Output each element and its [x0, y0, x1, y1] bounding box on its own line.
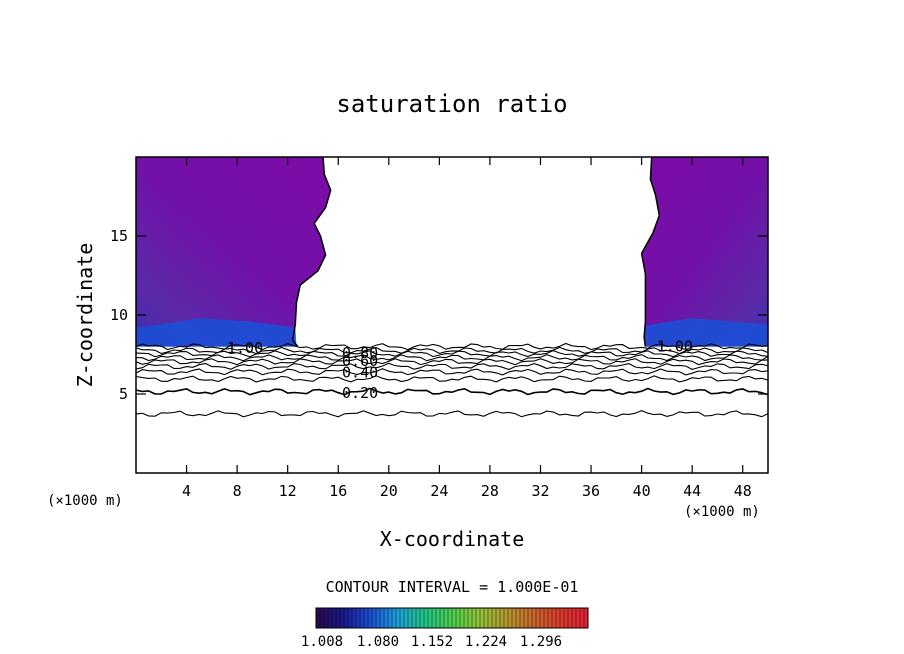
x-tick-label: 12 [279, 482, 297, 500]
right-cloud-base-band [645, 318, 768, 347]
y-tick-label: 15 [110, 227, 128, 245]
contour-line [136, 346, 768, 355]
contour-line [136, 410, 768, 418]
colorbar-tick-label: 1.008 [301, 634, 343, 650]
contour-line [136, 358, 768, 366]
x-unit-right: (×1000 m) [684, 504, 760, 520]
x-tick-label: 40 [633, 482, 651, 500]
x-tick-label: 16 [329, 482, 347, 500]
right-boundary-contour [640, 157, 661, 347]
colorbar-tick-label: 1.296 [520, 634, 562, 650]
contour-line [136, 375, 768, 383]
colorbar-tick-label: 1.152 [411, 634, 453, 650]
contour-line [136, 350, 768, 358]
x-axis-label: X-coordinate [380, 527, 525, 551]
contour-lines [136, 342, 768, 418]
contour-line [136, 354, 768, 362]
contour-label: 0.40 [342, 364, 378, 382]
contour-label: 1.00 [227, 339, 263, 357]
contour-label: 0.60 [342, 352, 378, 370]
contour-line [136, 342, 768, 351]
x-tick-label: 48 [734, 482, 752, 500]
contour-label: 0.20 [342, 384, 378, 402]
contour-label: 1.00 [657, 338, 693, 356]
x-tick-label: 4 [182, 482, 191, 500]
x-tick-label: 44 [683, 482, 701, 500]
right-supersaturated-region [641, 157, 768, 347]
left-cloud-base-band [136, 318, 297, 347]
contour-line [136, 362, 768, 371]
contour-interval-text: CONTOUR INTERVAL = 1.000E-01 [326, 578, 579, 596]
left-supersaturated-region [136, 157, 331, 347]
x-tick-label: 24 [430, 482, 448, 500]
plot-area: 1.00 1.00 0.800.600.40 0.20 [136, 157, 768, 418]
colorbar-tick-labels: 1.008 1.080 1.152 1.224 1.296 [301, 634, 562, 650]
chart-title: saturation ratio [336, 90, 567, 118]
x-tick-label: 8 [233, 482, 242, 500]
colorbar-tick-label: 1.224 [465, 634, 507, 650]
contour-line [136, 368, 768, 376]
x-tick-label: 20 [380, 482, 398, 500]
y-tick-label: 5 [119, 385, 128, 403]
colorbar-stripes [319, 608, 585, 628]
x-unit-left: (×1000 m) [47, 493, 123, 509]
x-tick-label: 28 [481, 482, 499, 500]
left-boundary-contour [291, 157, 332, 348]
y-axis-ticks: 5 10 15 [110, 227, 768, 403]
x-axis-ticks: 4 8 12 16 20 24 28 32 36 40 44 48 [182, 157, 752, 500]
y-axis-label: Z-coordinate [73, 243, 97, 388]
contour-line [136, 387, 768, 396]
contour-label: 0.80 [342, 344, 378, 362]
y-tick-label: 10 [110, 306, 128, 324]
x-tick-label: 32 [531, 482, 549, 500]
colorbar-frame [315, 607, 589, 629]
x-tick-label: 36 [582, 482, 600, 500]
contour-labels: 1.00 1.00 0.800.600.40 0.20 [227, 338, 693, 403]
colorbar-tick-label: 1.080 [357, 634, 399, 650]
